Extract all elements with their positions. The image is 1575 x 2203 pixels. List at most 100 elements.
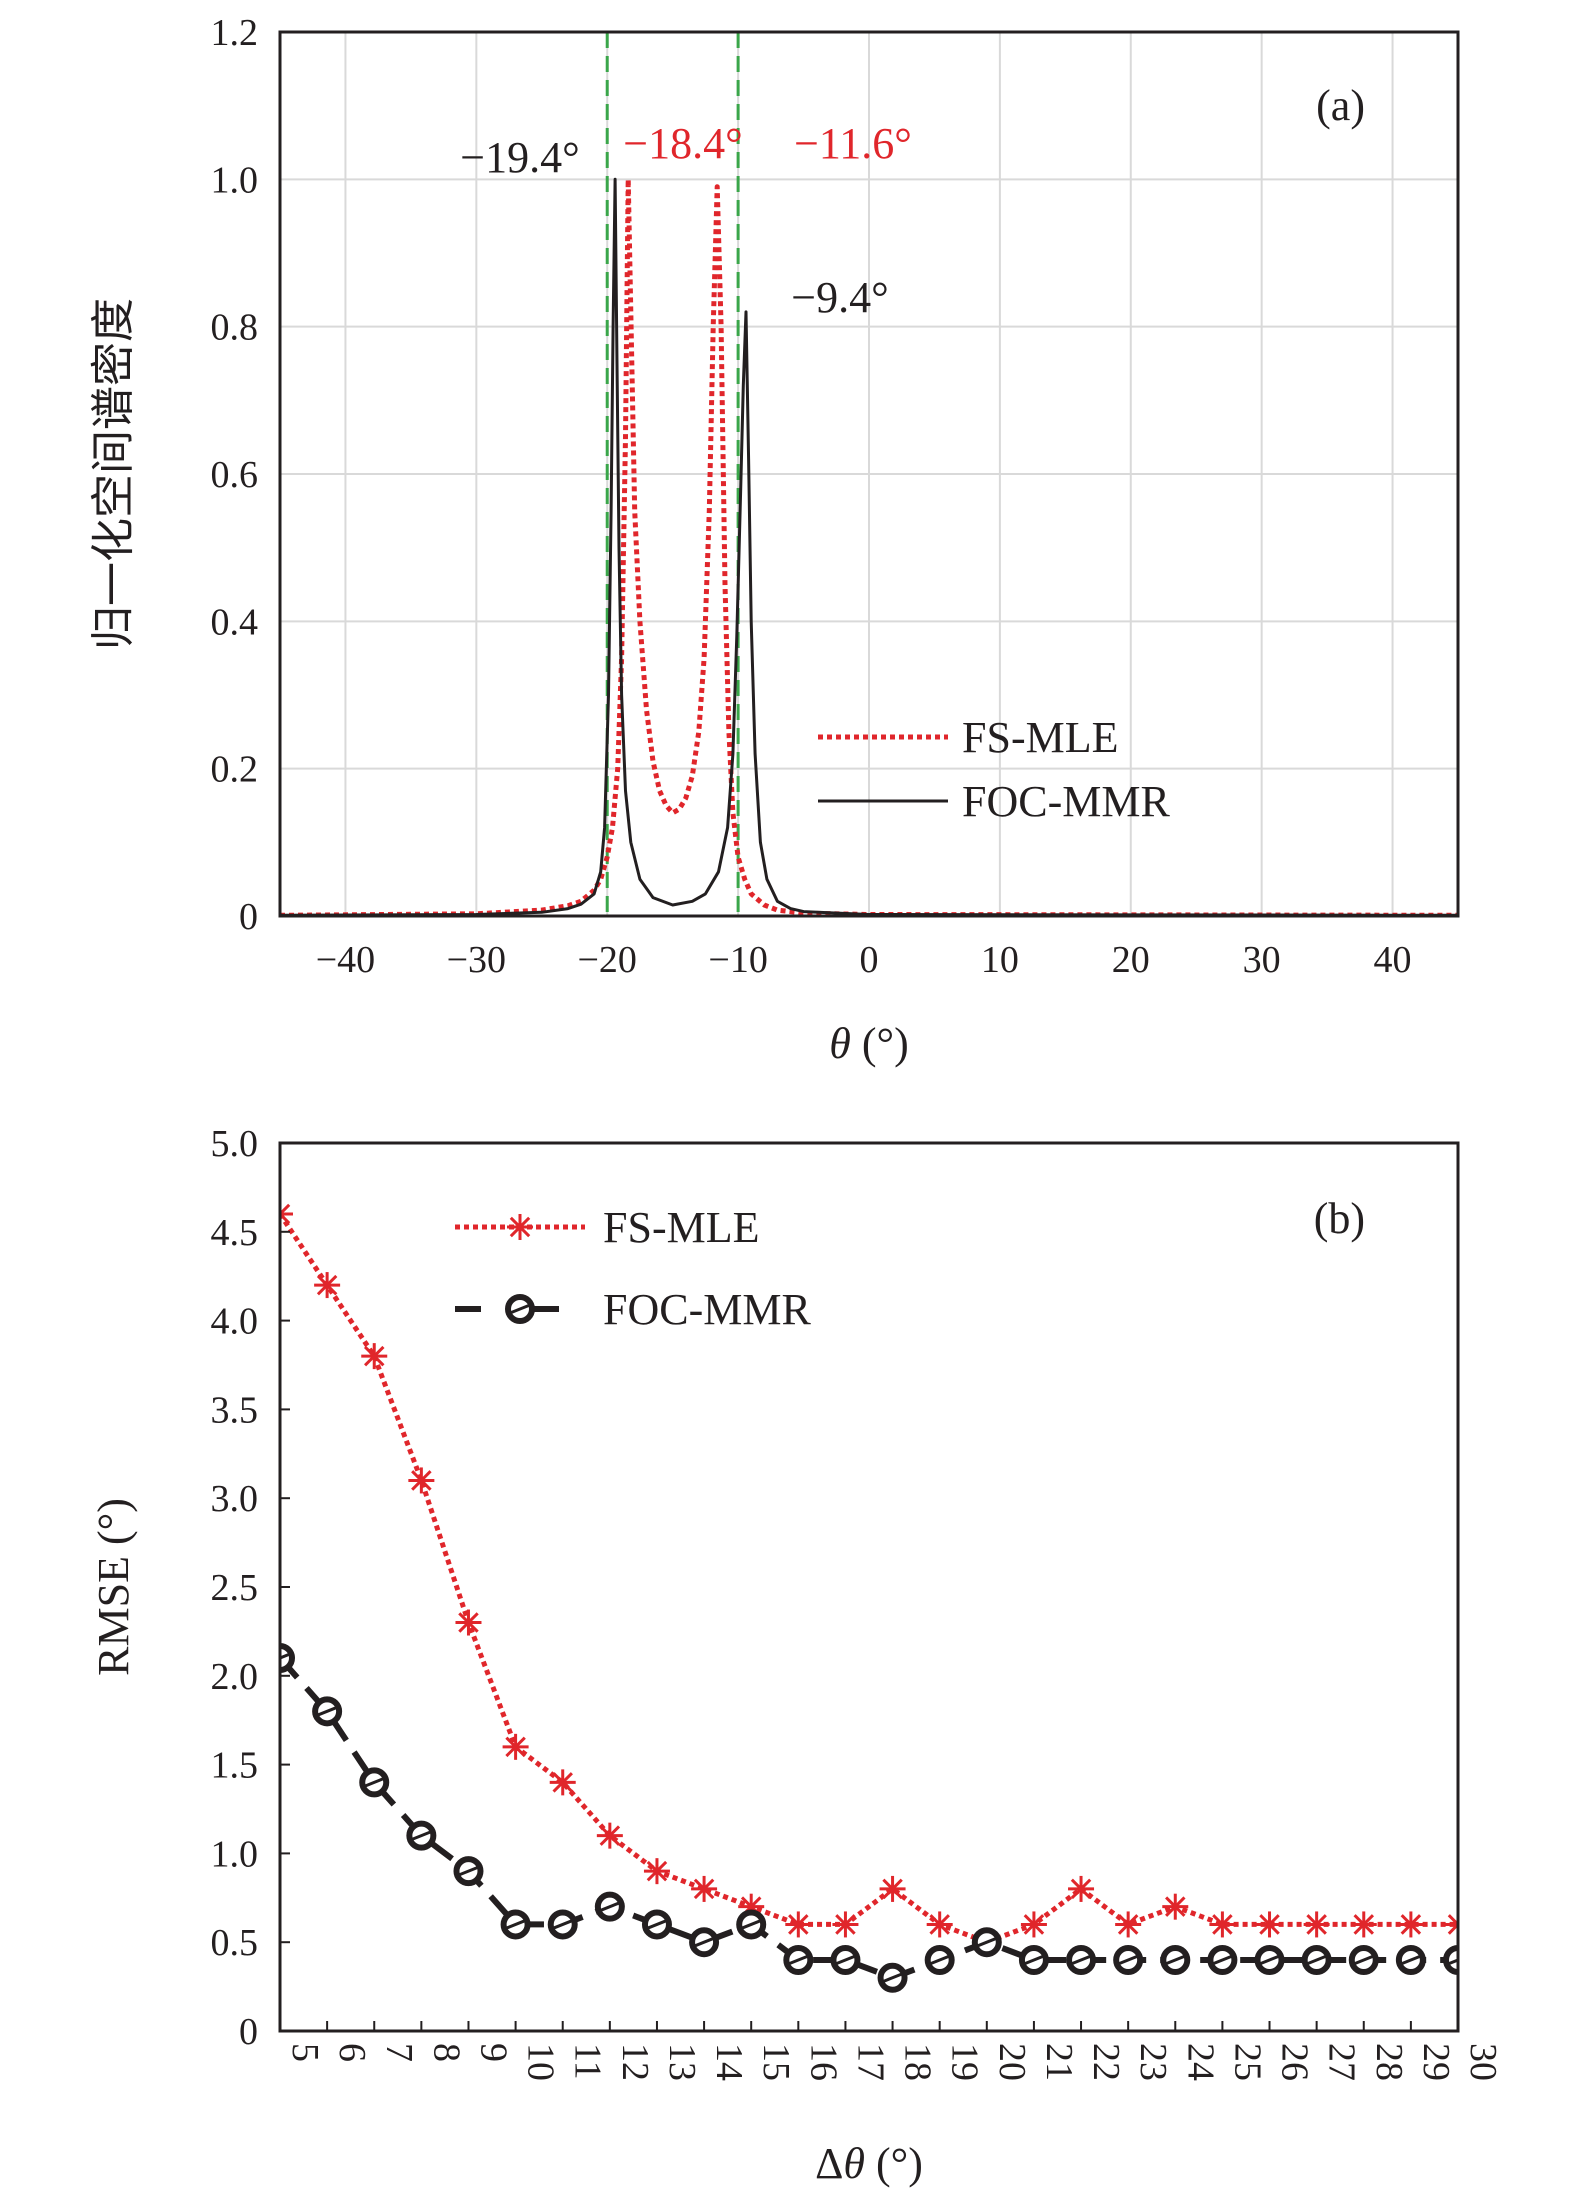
y-tick-label: 2.0 — [211, 1656, 259, 1698]
y-tick-label: 4.5 — [211, 1212, 259, 1254]
chart-a: −40 −30 −20 −10 0 10 20 30 40 0 0.2 0.4 0.6 0.8 1.0 1.… — [88, 12, 1460, 1068]
data-point-foc-mmr — [1395, 1944, 1426, 1975]
data-point-fs-mle — [1068, 1875, 1095, 1902]
x-tick-label: 15 — [755, 2043, 797, 2081]
data-point-foc-mmr — [1018, 1944, 1049, 1975]
data-point-fs-mle — [643, 1858, 670, 1885]
x-tick-label: 9 — [472, 2043, 514, 2062]
data-point-foc-mmr — [453, 1856, 484, 1887]
x-tick-label: 20 — [991, 2043, 1033, 2081]
data-point-foc-mmr — [1301, 1944, 1332, 1975]
data-point-foc-mmr — [1207, 1944, 1238, 1975]
chart-a-x-ticks: −40 −30 −20 −10 0 10 20 30 40 — [316, 939, 1412, 981]
y-tick-label: 0.8 — [211, 307, 259, 349]
series-line-fs-mle — [280, 1212, 1458, 1945]
peak-annotation: −9.4° — [791, 273, 888, 322]
legend-marker — [505, 1294, 535, 1324]
legend-marker — [507, 1214, 533, 1240]
data-point-foc-mmr — [406, 1820, 437, 1851]
x-tick-label: 5 — [284, 2043, 326, 2062]
data-point-fs-mle — [1209, 1911, 1236, 1938]
y-tick-label: 3.0 — [211, 1478, 259, 1520]
data-point-foc-mmr — [971, 1927, 1002, 1958]
data-point-foc-mmr — [924, 1944, 955, 1975]
x-tick-label: −20 — [578, 939, 637, 981]
x-tick-label: 16 — [802, 2043, 844, 2081]
chart-b-legend: FS-MLE FOC-MMR — [455, 1203, 811, 1334]
chart-b: 5 6 7 8 9 10 11 12 13 14 15 16 17 18 19 20 21 22 23 24 25 26 2… — [89, 1123, 1504, 2188]
data-point-fs-mle — [596, 1822, 623, 1849]
chart-a-panel-label: (a) — [1316, 81, 1365, 130]
chart-b-x-label: Δθ (°) — [815, 2139, 923, 2188]
x-tick-label: 8 — [425, 2043, 467, 2062]
x-tick-label: 30 — [1462, 2043, 1504, 2081]
chart-b-panel-label: (b) — [1314, 1194, 1365, 1243]
x-tick-label: −40 — [316, 939, 375, 981]
peak-annotation: −18.4° — [623, 119, 742, 168]
data-point-fs-mle — [549, 1769, 576, 1796]
data-point-foc-mmr — [594, 1891, 625, 1922]
y-tick-label: 0 — [239, 2011, 258, 2053]
x-tick-label: 7 — [378, 2043, 420, 2062]
y-tick-label: 4.0 — [211, 1301, 259, 1343]
x-tick-label: −10 — [708, 939, 767, 981]
x-tick-label: 0 — [860, 939, 879, 981]
y-tick-label: 1.2 — [211, 12, 259, 54]
x-tick-label: 40 — [1374, 939, 1412, 981]
data-point-fs-mle — [1256, 1911, 1283, 1938]
data-point-foc-mmr — [1160, 1944, 1191, 1975]
chart-b-x-ticks: 5 6 7 8 9 10 11 12 13 14 15 16 17 18 19 20 21 22 23 24 25 26 2… — [279, 2021, 1504, 2081]
chart-a-series — [280, 176, 1458, 916]
data-point-fs-mle — [879, 1875, 906, 1902]
chart-a-annotations: −19.4° −18.4° −11.6° −9.4° — [460, 119, 912, 322]
data-point-fs-mle — [691, 1875, 718, 1902]
data-point-foc-mmr — [1113, 1944, 1144, 1975]
data-point-fs-mle — [314, 1272, 341, 1299]
y-tick-label: 0 — [239, 896, 258, 938]
data-point-fs-mle — [1303, 1911, 1330, 1938]
chart-a-guides — [605, 32, 740, 916]
y-tick-label: 1.0 — [211, 1833, 259, 1875]
chart-a-grid — [280, 31, 1458, 917]
data-point-foc-mmr — [1443, 1944, 1458, 1975]
data-point-fs-mle — [926, 1911, 953, 1938]
data-point-fs-mle — [1397, 1911, 1424, 1938]
series-line-foc-mmr — [280, 1656, 1458, 1981]
legend-label: FOC-MMR — [603, 1285, 811, 1334]
data-point-foc-mmr — [641, 1909, 672, 1940]
data-point-fs-mle — [832, 1911, 859, 1938]
x-tick-label: 29 — [1415, 2043, 1457, 2081]
data-point-foc-mmr — [280, 1643, 295, 1674]
data-point-fs-mle — [502, 1733, 529, 1760]
data-point-fs-mle — [1115, 1911, 1142, 1938]
chart-b-y-ticks: 0 0.5 1.0 1.5 2.0 2.5 3.0 3.5 4.0 4.5 5.0 — [211, 1123, 290, 2053]
legend-label: FS-MLE — [603, 1203, 759, 1252]
y-tick-label: 0.6 — [211, 454, 259, 496]
data-point-fs-mle — [1020, 1911, 1047, 1938]
data-point-foc-mmr — [877, 1962, 908, 1993]
x-tick-label: 21 — [1038, 2043, 1080, 2081]
data-point-fs-mle — [1162, 1893, 1189, 1920]
data-point-fs-mle — [455, 1609, 482, 1636]
chart-b-y-label: RMSE (°) — [89, 1498, 138, 1676]
data-point-foc-mmr — [1348, 1944, 1379, 1975]
x-tick-label: 30 — [1243, 939, 1281, 981]
data-point-fs-mle — [1445, 1911, 1458, 1938]
data-point-foc-mmr — [830, 1944, 861, 1975]
data-point-foc-mmr — [312, 1696, 343, 1727]
y-tick-label: 3.5 — [211, 1389, 259, 1431]
chart-b-series — [280, 1201, 1458, 1993]
x-tick-label: 12 — [614, 2043, 656, 2081]
x-tick-label: 24 — [1179, 2043, 1221, 2081]
y-tick-label: 0.2 — [211, 749, 259, 791]
x-tick-label: 25 — [1226, 2043, 1268, 2081]
x-tick-label: 14 — [708, 2043, 750, 2081]
data-point-fs-mle — [408, 1467, 435, 1494]
x-tick-label: 17 — [849, 2043, 891, 2081]
chart-a-x-label: θ (°) — [829, 1019, 909, 1068]
y-tick-label: 1.0 — [211, 159, 259, 201]
x-tick-label: −30 — [447, 939, 506, 981]
y-tick-label: 0.4 — [211, 601, 259, 643]
data-point-fs-mle — [785, 1911, 812, 1938]
data-point-foc-mmr — [359, 1767, 390, 1798]
